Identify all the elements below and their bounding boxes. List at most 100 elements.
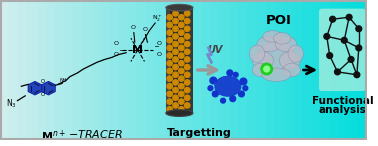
Circle shape <box>173 18 178 24</box>
Circle shape <box>341 37 347 43</box>
Circle shape <box>264 66 270 72</box>
Bar <box>257 0 267 140</box>
Circle shape <box>184 11 190 16</box>
Circle shape <box>179 53 184 58</box>
Ellipse shape <box>273 33 291 44</box>
Circle shape <box>184 103 190 108</box>
Circle shape <box>179 107 184 112</box>
Bar <box>147 0 157 140</box>
Bar <box>101 0 111 140</box>
Ellipse shape <box>166 4 193 11</box>
Ellipse shape <box>257 36 280 52</box>
Circle shape <box>240 78 247 85</box>
Ellipse shape <box>249 45 265 62</box>
Bar <box>110 0 120 140</box>
Bar <box>321 0 331 140</box>
Circle shape <box>330 16 336 22</box>
Circle shape <box>208 86 213 91</box>
Circle shape <box>173 103 178 108</box>
Circle shape <box>184 26 190 31</box>
Text: O: O <box>40 79 45 84</box>
Text: O: O <box>130 25 135 30</box>
Circle shape <box>184 18 190 24</box>
Bar <box>166 8 170 113</box>
FancyArrowPatch shape <box>198 66 216 74</box>
Circle shape <box>167 15 172 20</box>
Ellipse shape <box>288 45 304 62</box>
Circle shape <box>167 38 172 43</box>
Bar <box>28 0 38 140</box>
Bar <box>284 0 294 140</box>
Circle shape <box>346 14 352 20</box>
Bar <box>55 0 65 140</box>
Circle shape <box>184 41 190 47</box>
Bar <box>348 0 358 140</box>
Circle shape <box>356 45 362 51</box>
Circle shape <box>167 45 172 51</box>
Circle shape <box>184 64 190 70</box>
Circle shape <box>173 41 178 47</box>
Text: Functional: Functional <box>311 96 373 106</box>
Ellipse shape <box>258 41 295 70</box>
Circle shape <box>184 95 190 100</box>
Circle shape <box>179 22 184 28</box>
Bar <box>211 0 221 140</box>
Bar <box>46 0 56 140</box>
Circle shape <box>327 53 333 58</box>
Ellipse shape <box>252 52 273 69</box>
Circle shape <box>356 26 362 32</box>
Circle shape <box>179 15 184 20</box>
Circle shape <box>324 34 330 39</box>
Circle shape <box>179 61 184 66</box>
Bar <box>238 0 248 140</box>
Text: UV: UV <box>208 45 223 55</box>
Circle shape <box>354 72 360 78</box>
Bar <box>311 0 322 140</box>
Circle shape <box>261 63 273 75</box>
Bar <box>183 0 194 140</box>
Circle shape <box>173 11 178 16</box>
Circle shape <box>173 80 178 85</box>
Bar <box>201 0 212 140</box>
Bar <box>165 0 175 140</box>
Circle shape <box>348 57 354 62</box>
Circle shape <box>173 26 178 31</box>
Text: N$_3$: N$_3$ <box>6 97 17 110</box>
Bar <box>73 0 84 140</box>
Circle shape <box>221 98 225 103</box>
Circle shape <box>179 30 184 35</box>
Ellipse shape <box>263 31 282 42</box>
Circle shape <box>173 64 178 70</box>
Bar <box>189 8 193 113</box>
Circle shape <box>167 22 172 28</box>
Circle shape <box>167 30 172 35</box>
Text: O: O <box>40 92 45 97</box>
Circle shape <box>167 107 172 112</box>
Circle shape <box>173 72 178 77</box>
Circle shape <box>210 77 217 84</box>
Text: N$_2^+$: N$_2^+$ <box>152 14 163 24</box>
Bar <box>229 0 239 140</box>
Circle shape <box>184 80 190 85</box>
Ellipse shape <box>276 36 297 52</box>
Circle shape <box>167 53 172 58</box>
Circle shape <box>179 45 184 51</box>
Circle shape <box>179 68 184 74</box>
Bar <box>192 0 203 140</box>
Bar <box>266 0 276 140</box>
Circle shape <box>184 49 190 54</box>
Circle shape <box>227 70 233 76</box>
Circle shape <box>239 91 244 97</box>
Circle shape <box>233 72 238 77</box>
Bar <box>248 0 257 140</box>
Bar <box>302 0 313 140</box>
Bar <box>18 0 28 140</box>
Bar <box>9 0 19 140</box>
Circle shape <box>230 96 235 102</box>
Bar <box>0 0 10 140</box>
Ellipse shape <box>214 76 242 97</box>
Circle shape <box>335 69 340 75</box>
Text: $\it{-TRACER}$: $\it{-TRACER}$ <box>68 128 123 140</box>
Text: analysis: analysis <box>318 105 366 115</box>
Ellipse shape <box>252 63 270 77</box>
